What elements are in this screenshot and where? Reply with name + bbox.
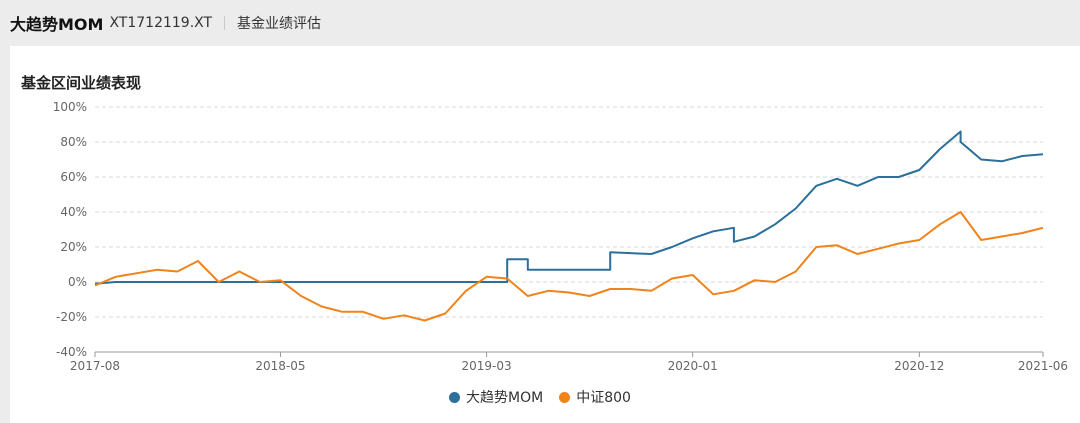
y-tick-label: 60% [60,170,87,184]
header-bar: 大趋势MOM XT1712119.XT 基金业绩评估 [0,0,1080,46]
x-tick-label: 2021-06 [1018,359,1068,373]
y-tick-label: 40% [60,205,87,219]
y-tick-label: 20% [60,240,87,254]
chart-legend: 大趋势MOM 中证800 [0,387,1080,407]
x-tick-label: 2020-01 [668,359,718,373]
section-title[interactable]: 基金业绩评估 [237,16,322,32]
x-tick-label: 2018-05 [255,359,305,373]
panel-title: 基金区间业绩表现 [21,74,142,92]
y-tick-label: 80% [60,135,87,149]
legend-label-index: 中证800 [576,390,631,406]
y-tick-label: 0% [68,275,87,289]
fund-code: XT1712119.XT [109,15,213,31]
legend-dot-index [559,391,571,403]
legend-dot-fund [449,391,461,403]
legend-label-fund: 大趋势MOM [466,390,544,406]
x-tick-label: 2020-12 [894,359,944,373]
legend-item-fund[interactable]: 大趋势MOM [449,387,543,407]
x-tick-label: 2017-08 [70,359,120,373]
series-line-index [94,211,1044,322]
fund-name: 大趋势MOM [10,15,104,34]
header-divider [224,16,226,30]
y-tick-label: 100% [53,100,87,114]
legend-item-index[interactable]: 中证800 [559,387,631,407]
chart-panel: 基金区间业绩表现 [10,46,1080,423]
y-tick-label: -40% [56,345,87,359]
x-tick-label: 2019-03 [461,359,511,373]
y-tick-label: -20% [56,310,87,324]
series-line-fund [94,130,1044,285]
performance-chart: 100% 80% 60% 40% 20% 0% -20% -40%2017-08 2018-05… [53,100,1068,373]
